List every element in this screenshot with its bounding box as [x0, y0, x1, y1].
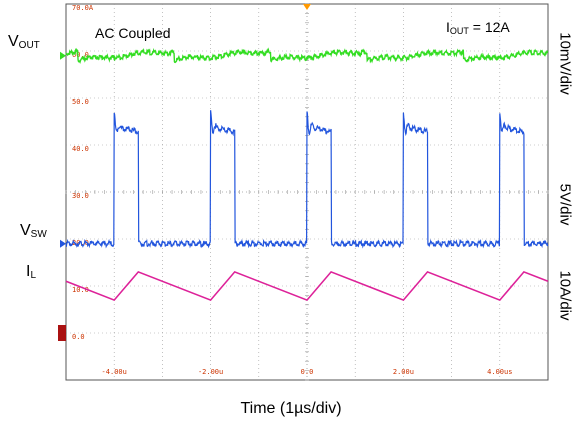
- vsw-label-main: V: [20, 222, 31, 239]
- grid-y-label: 50.0: [72, 98, 89, 106]
- il-label: IL: [26, 263, 36, 281]
- time-axis-caption: Time (1µs/div): [240, 400, 342, 417]
- x-tick-label: 0.0: [301, 368, 314, 376]
- x-tick-label: -4.00u: [102, 368, 127, 376]
- vsw-label-sub: SW: [30, 229, 47, 240]
- x-tick-labels: -4.00u -2.00u 0.0 2.00u 4.00us: [102, 368, 513, 376]
- trigger-marker: [303, 4, 311, 10]
- ground-marker: [58, 325, 66, 341]
- il-label-sub: L: [30, 270, 37, 281]
- ac-coupled-label: AC Coupled: [95, 25, 171, 41]
- iout-label-sub: OUT: [449, 26, 469, 36]
- vsw-trace: [65, 110, 549, 249]
- vsw-marker: [60, 239, 66, 248]
- grid-y-label: 30.0: [72, 192, 89, 200]
- vout-marker: [60, 51, 66, 60]
- vout-label-sub: OUT: [18, 40, 40, 51]
- vsw-label: VSW: [20, 222, 47, 240]
- x-tick-label: 2.00u: [393, 368, 414, 376]
- traces: [65, 47, 549, 302]
- iout-label-value: = 12A: [468, 19, 510, 35]
- il-scale-label: 10A/div: [556, 270, 574, 321]
- x-tick-label: 4.00us: [487, 368, 512, 376]
- iout-label-main: I: [446, 19, 450, 35]
- grid-y-label: 60.0: [72, 51, 89, 59]
- grid-y-label: 0.0: [72, 333, 85, 341]
- il-trace: [65, 270, 549, 302]
- vout-scale-label: 10mV/div: [556, 32, 574, 95]
- vout-label: VOUT: [8, 33, 40, 51]
- channel-markers: [58, 4, 311, 341]
- grid-y-label: 10.0: [72, 286, 89, 294]
- vsw-scale-label: 5V/div: [556, 183, 574, 226]
- il-label-main: I: [26, 263, 31, 280]
- iout-label: IOUT = 12A: [446, 19, 510, 36]
- grid-y-label: 40.0: [72, 145, 89, 153]
- grid-y-labels: 70.0A 60.0 50.0 40.0 30.0 20.0 10.0 0.0: [72, 4, 94, 341]
- grid-y-label: 20.0: [72, 239, 89, 247]
- vout-trace: [65, 47, 549, 65]
- grid-y-label: 70.0A: [72, 4, 94, 12]
- x-tick-label: -2.00u: [198, 368, 223, 376]
- vout-label-main: V: [8, 33, 19, 50]
